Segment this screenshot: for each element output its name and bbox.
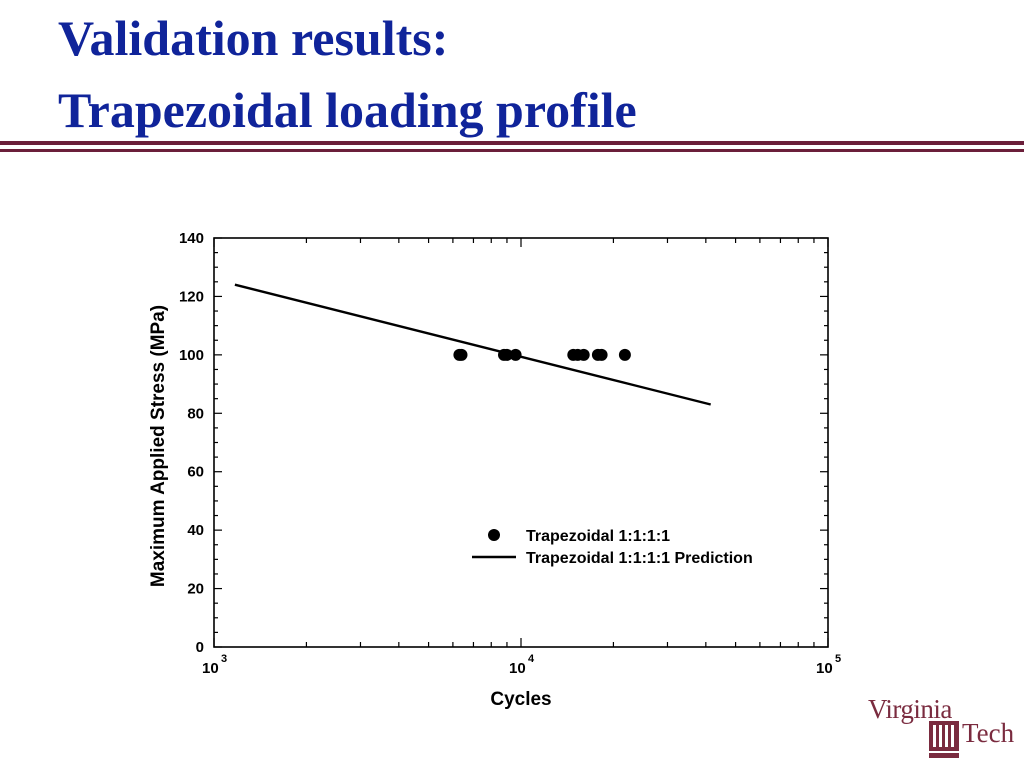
title-rule-bottom: [0, 149, 1024, 152]
slide-title: Validation results: Trapezoidal loading …: [58, 2, 637, 146]
data-point: [595, 348, 608, 361]
legend-marker-points: [488, 529, 500, 541]
legend-label-points: Trapezoidal 1:1:1:1: [526, 528, 670, 545]
x-tick-label: 10: [202, 660, 219, 677]
title-line-2: Trapezoidal loading profile: [58, 82, 637, 138]
x-tick-exponent: 5: [835, 653, 841, 665]
x-tick-label: 10: [509, 660, 526, 677]
plot-frame: [213, 237, 829, 648]
y-tick-label: 100: [179, 347, 204, 364]
legend: Trapezoidal 1:1:1:1 Trapezoidal 1:1:1:1 …: [472, 528, 753, 567]
legend-label-line: Trapezoidal 1:1:1:1 Prediction: [526, 550, 753, 567]
y-tick-label: 60: [187, 464, 204, 481]
data-point: [618, 348, 631, 361]
title-line-1: Validation results:: [58, 10, 449, 66]
y-tick-label: 20: [187, 581, 204, 598]
x-tick-exponent: 3: [221, 653, 227, 665]
title-rule-top: [0, 141, 1024, 145]
series-layer: [234, 283, 711, 406]
y-tick-label: 40: [187, 522, 204, 539]
axis-ticks: [213, 237, 829, 648]
y-tick-label: 0: [196, 639, 204, 656]
data-point: [577, 348, 590, 361]
x-axis-label: Cycles: [490, 689, 551, 710]
y-axis-label: Maximum Applied Stress (MPa): [148, 305, 169, 587]
y-tick-label: 120: [179, 288, 204, 305]
logo-text-tech: Tech: [962, 718, 1015, 748]
logo-seal-icon: [929, 721, 959, 758]
logo-text-virginia: Virginia: [868, 694, 952, 724]
y-tick-label: 140: [179, 230, 204, 247]
y-tick-label: 80: [187, 405, 204, 422]
prediction-line: [234, 283, 711, 406]
data-point: [455, 348, 468, 361]
x-tick-exponent: 4: [528, 653, 535, 665]
x-tick-label: 10: [816, 660, 833, 677]
virginia-tech-logo: Virginia Tech: [866, 694, 1024, 768]
